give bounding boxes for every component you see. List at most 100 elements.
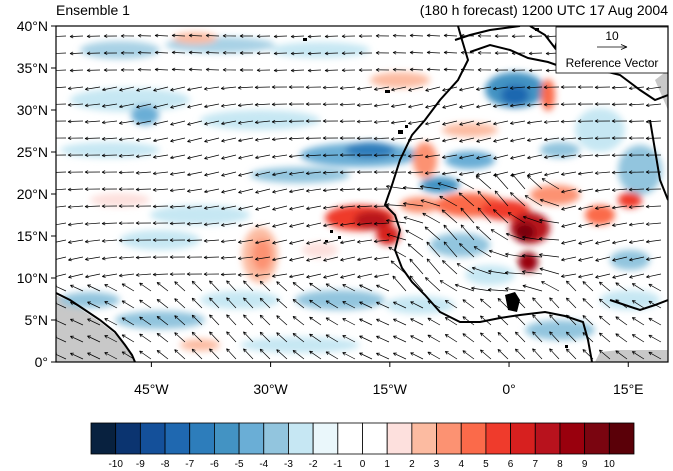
wind-vector-arrow (595, 205, 611, 210)
wind-vector-arrow (488, 269, 509, 275)
wind-vector-arrow (272, 205, 288, 211)
wind-vector-arrow (426, 33, 441, 38)
wind-vector-arrow (594, 136, 611, 141)
colorbar-label: 3 (434, 459, 440, 470)
wind-vector-arrow (309, 333, 322, 343)
wind-vector-arrow (67, 86, 84, 91)
wind-vector-arrow (169, 221, 186, 226)
wind-vector-arrow (139, 333, 152, 343)
colorbar-label: 7 (532, 459, 538, 470)
lon-tick-label: 30°W (253, 381, 288, 397)
wind-vector-arrow (390, 170, 407, 175)
wind-vector-arrow (490, 229, 509, 241)
wind-vector-arrow (289, 171, 305, 176)
wind-vector-arrow (509, 192, 526, 207)
wind-vector-arrow (322, 85, 339, 90)
wind-vector-arrow (305, 85, 322, 90)
wind-vector-arrow (309, 316, 322, 326)
wind-vector-arrow (441, 171, 458, 176)
wind-vector-arrow (118, 273, 135, 278)
wind-vector-arrow (532, 331, 543, 343)
wind-vector-arrow (373, 239, 390, 244)
colorbar-label: -2 (309, 459, 318, 470)
map-content (56, 26, 668, 362)
wind-vector-arrow (479, 298, 492, 309)
wind-vector-arrow (104, 318, 118, 326)
wind-vector-arrow (174, 298, 186, 309)
wind-vector-arrow (444, 317, 458, 326)
wind-vector-arrow (222, 33, 237, 38)
wind-vector-arrow (101, 136, 118, 141)
wind-vector-arrow (68, 239, 84, 244)
wind-vector-arrow (118, 221, 135, 226)
wind-vector-arrow (256, 68, 271, 73)
wind-vector-arrow (392, 33, 407, 38)
wind-vector-arrow (84, 239, 101, 244)
wind-vector-arrow (290, 51, 305, 56)
wind-vector-arrow (154, 50, 169, 55)
wind-vector-arrow (561, 256, 577, 262)
wind-vector-arrow (104, 301, 118, 309)
wind-vector-arrow (424, 171, 441, 175)
wind-vector-arrow (237, 272, 254, 277)
wind-vector-arrow (288, 85, 305, 89)
wind-vector-arrow (543, 102, 560, 107)
wind-vector-arrow (539, 218, 560, 224)
wind-vector-arrow (187, 103, 203, 109)
colorbar-label: 5 (483, 459, 489, 470)
wind-vector-arrow (356, 136, 373, 141)
wind-vector-arrow (322, 188, 339, 193)
wind-vector-arrow (578, 188, 594, 193)
wind-vector-arrow (497, 348, 509, 360)
wind-vector-arrow (220, 255, 237, 260)
wind-vector-arrow (476, 154, 492, 160)
wind-vector-arrow (139, 282, 152, 292)
wind-vector-arrow (442, 137, 458, 143)
wind-vector-arrow (578, 256, 594, 262)
wind-vector-arrow (373, 153, 390, 158)
wind-vector-arrow (135, 221, 152, 225)
wind-vector-arrow (526, 175, 543, 190)
wind-vector-arrow (510, 137, 526, 143)
wind-vector-arrow (410, 318, 424, 326)
colorbar-label: -6 (210, 459, 219, 470)
wind-vector-arrow (376, 352, 390, 360)
wind-vector-arrow (307, 34, 322, 39)
wind-vector-arrow (276, 349, 288, 360)
wind-vector-arrow (118, 256, 135, 260)
wind-vector-arrow (170, 137, 186, 143)
wind-vector-arrow (237, 103, 254, 108)
wind-vector-arrow (561, 171, 577, 176)
wind-vector-arrow (324, 34, 339, 39)
wind-vector-arrow (56, 34, 67, 39)
wind-vector-arrow (220, 239, 237, 244)
wind-vector-arrow (272, 273, 288, 278)
wind-vector-arrow (187, 120, 203, 126)
wind-vector-arrow (324, 51, 339, 56)
wind-vector-arrow (459, 171, 475, 176)
wind-vector-arrow (488, 249, 509, 258)
wind-vector-arrow (359, 352, 373, 360)
wind-vector-arrow (494, 190, 509, 207)
wind-vector-arrow (475, 175, 492, 190)
wind-vector-arrow (101, 256, 118, 261)
wind-vector-arrow (272, 154, 288, 159)
lat-tick-label: 30°N (17, 102, 48, 118)
wind-vector-arrow (505, 252, 526, 258)
wind-vector-arrow (356, 204, 373, 209)
colorbar-swatch (139, 422, 166, 455)
wind-vector-arrow (255, 222, 271, 228)
wind-vector-arrow (476, 103, 492, 109)
colorbar-swatch (534, 422, 561, 455)
wind-vector-arrow (426, 241, 441, 258)
wind-vector-arrow (209, 331, 220, 343)
wind-vector-arrow (598, 281, 611, 292)
wind-vector-arrow (611, 205, 628, 210)
colorbar-label: -4 (259, 459, 268, 470)
wind-vector-arrow (56, 171, 67, 173)
wind-vector-arrow (137, 33, 152, 38)
wind-vector-arrow (118, 137, 135, 142)
wind-vector-arrow (611, 153, 628, 158)
wind-vector-arrow (221, 205, 237, 211)
anomaly-shading (60, 32, 662, 353)
